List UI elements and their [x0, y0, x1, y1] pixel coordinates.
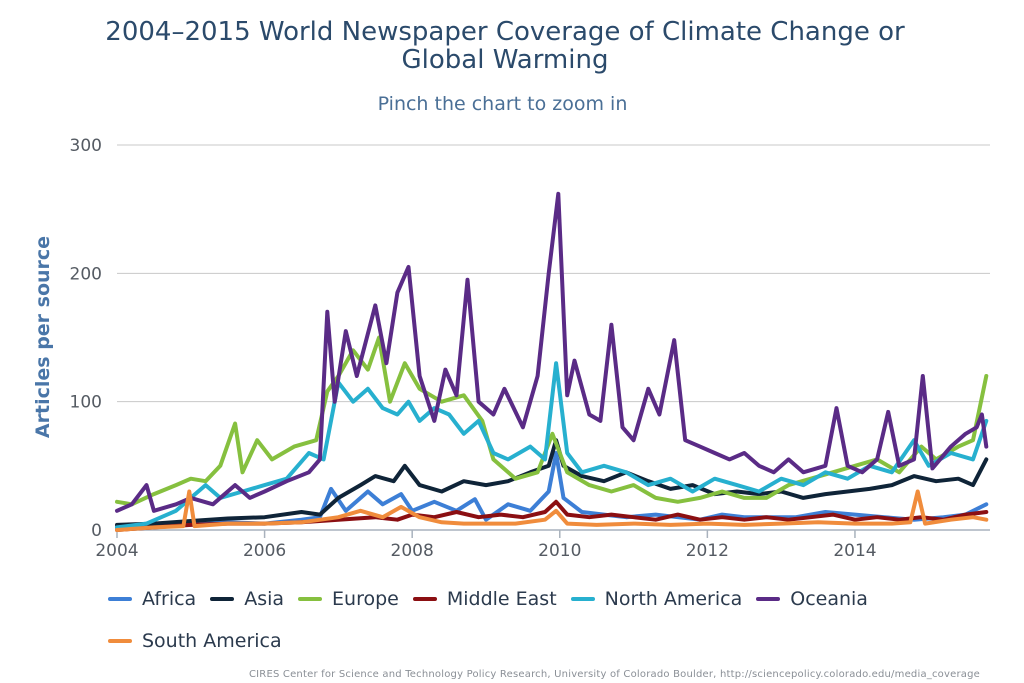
series-line-oceania[interactable] [115, 191, 989, 513]
x-tick-label: 2014 [833, 541, 876, 561]
legend-swatch [108, 597, 132, 601]
series-line-middle-east[interactable] [115, 499, 989, 532]
legend-label: North America [604, 588, 743, 610]
legend-label: Africa [142, 588, 197, 610]
legend-item-north-america[interactable]: North America [570, 586, 743, 612]
y-axis-title: Articles per source [32, 236, 54, 438]
legend-item-europe[interactable]: Europe [298, 586, 399, 612]
y-tick-label: 100 [70, 393, 102, 413]
y-tick-label: 300 [70, 136, 102, 156]
legend-swatch [412, 597, 437, 601]
chart-title: 2004–2015 World Newspaper Coverage of Cl… [0, 18, 1010, 74]
legend-swatch [210, 597, 235, 601]
legend-label: South America [142, 630, 282, 652]
x-tick-label: 2006 [243, 541, 286, 561]
series-line-south-america[interactable] [115, 489, 989, 532]
y-tick-label: 200 [70, 264, 102, 284]
series-line-africa[interactable] [115, 451, 989, 530]
legend-item-asia[interactable]: Asia [210, 586, 284, 612]
series-line-north-america[interactable] [115, 361, 989, 530]
x-tick-label: 2012 [686, 541, 729, 561]
legend-label: Europe [332, 588, 399, 610]
legend-swatch [298, 597, 323, 601]
legend-item-oceania[interactable]: Oceania [756, 586, 868, 612]
legend: Africa Asia Europe Middle East North America… [108, 586, 928, 654]
credits-text[interactable]: CIRES Center for Science and Technology … [248, 669, 980, 680]
legend-label: Oceania [790, 588, 868, 610]
legend-item-middle-east[interactable]: Middle East [412, 586, 557, 612]
legend-label: Asia [244, 588, 285, 610]
y-tick-label: 0 [91, 521, 102, 541]
chart-title-line-1: 2004–2015 World Newspaper Coverage of Cl… [105, 17, 905, 47]
legend-swatch [756, 597, 781, 601]
x-tick-label: 2010 [538, 541, 581, 561]
chart-subtitle: Pinch the chart to zoom in [377, 93, 628, 115]
legend-item-africa[interactable]: Africa [108, 586, 196, 612]
series-line-europe[interactable] [115, 335, 989, 507]
legend-swatch [108, 639, 132, 643]
chart-title-line-2: Global Warming [401, 45, 609, 75]
legend-label: Middle East [446, 588, 557, 610]
legend-swatch [570, 597, 595, 601]
x-tick-label: 2008 [391, 541, 434, 561]
x-tick-label: 2004 [95, 541, 138, 561]
legend-item-south-america[interactable]: South America [108, 628, 282, 654]
